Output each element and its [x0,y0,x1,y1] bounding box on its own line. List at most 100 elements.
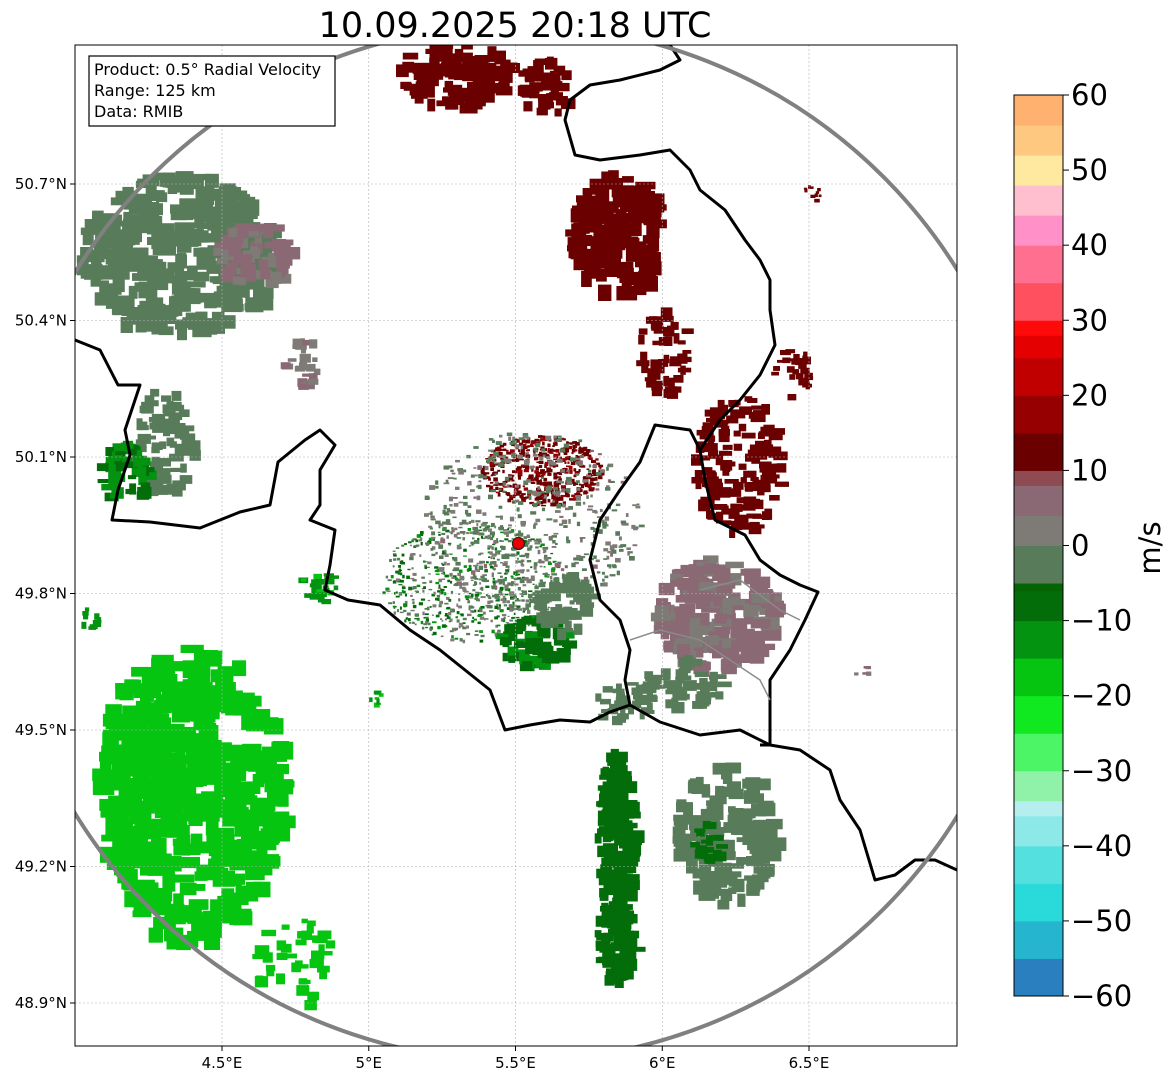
inner-border-line [629,629,771,701]
echo-cell [448,496,453,502]
echo-cell [518,501,524,505]
echo-cell [390,575,394,579]
echo-cell [503,529,508,531]
echo-cell [458,593,461,595]
echo-cell [132,222,145,233]
echo-cell [675,669,682,681]
echo-cell [304,1000,317,1011]
echo-cell [124,722,137,737]
echo-cell [741,809,756,819]
echo-cell [524,577,529,581]
echo-cell [743,408,751,415]
echo-cell [726,415,739,424]
echo-cell [726,461,736,467]
echo-cell [403,603,407,608]
echo-cell [744,486,758,491]
echo-cell [171,710,191,723]
echo-cell [424,621,429,624]
echo-cell [612,549,616,554]
echo-cell [533,477,539,481]
echo-cell [497,469,501,472]
echo-cell [512,436,515,441]
echo-cell [750,477,759,482]
echo-cell [665,699,675,709]
echo-cell [414,590,419,592]
echo-cell [523,615,532,625]
echo-cell [770,428,785,435]
echo-cell [576,456,579,459]
echo-cell [509,604,515,609]
echo-cell [532,597,542,604]
echo-cell [92,213,103,219]
echo-cell [749,444,761,455]
echo-cell [501,580,505,584]
echo-cell [723,466,731,472]
echo-cell [569,575,579,587]
radar-site-marker[interactable] [511,536,526,551]
echo-cell [586,593,601,600]
echo-cell [456,611,460,615]
echo-cell [539,479,543,483]
echo-cell [101,834,124,842]
echo-cell [439,611,442,615]
echo-cell [477,621,481,625]
echo-cell [173,838,191,856]
echo-cell [522,68,532,74]
echo-cell [546,467,552,472]
echo-cell [115,451,126,457]
echo-cell [732,481,744,490]
echo-cell [659,676,671,681]
echo-cell [482,537,485,540]
echo-cell [393,592,396,595]
echo-cell [452,557,455,559]
echo-cell [487,545,492,549]
echo-cell [602,801,613,814]
echo-cell [435,480,439,485]
echo-cell [800,367,810,375]
echo-cell [490,556,493,560]
echo-cell [804,379,810,385]
map-plot-area[interactable] [0,25,1035,1061]
echo-cell [473,474,478,477]
echo-cell [244,303,261,311]
echo-cell [515,470,518,474]
echo-cell [416,617,420,621]
echo-cell [649,687,657,694]
echo-cell [474,540,480,544]
echo-cell [496,624,501,627]
echo-cell [108,284,122,295]
echo-cell [106,769,118,787]
echo-cell [495,580,498,584]
echo-cell [495,486,498,490]
echo-cell [517,469,523,474]
echo-cell [564,490,568,494]
echo-cell [546,456,551,460]
echo-cell [682,350,692,354]
echo-cell [642,681,652,688]
echo-cell [470,489,475,492]
echo-cell [105,704,122,715]
echo-cell [195,695,215,702]
echo-cell [500,456,504,460]
echo-cell [189,199,201,212]
echo-cell [516,467,522,472]
echo-cell [255,797,276,812]
echo-cell [544,454,550,457]
echo-cell [83,613,89,620]
echo-cell [529,501,535,505]
echo-cell [506,492,510,497]
colorbar-band [1014,733,1063,772]
echo-cell [702,481,714,488]
echo-cell [732,506,740,517]
echo-cell [195,311,208,329]
echo-cell [534,450,538,453]
echo-cell [171,390,182,401]
echo-cell [475,564,479,566]
echo-cell [621,277,632,291]
echo-cell [520,520,526,525]
echo-cell [514,608,519,610]
echo-cell [753,778,771,791]
echo-cell [424,613,429,616]
echo-cell [730,488,742,497]
echo-cell [188,265,198,276]
